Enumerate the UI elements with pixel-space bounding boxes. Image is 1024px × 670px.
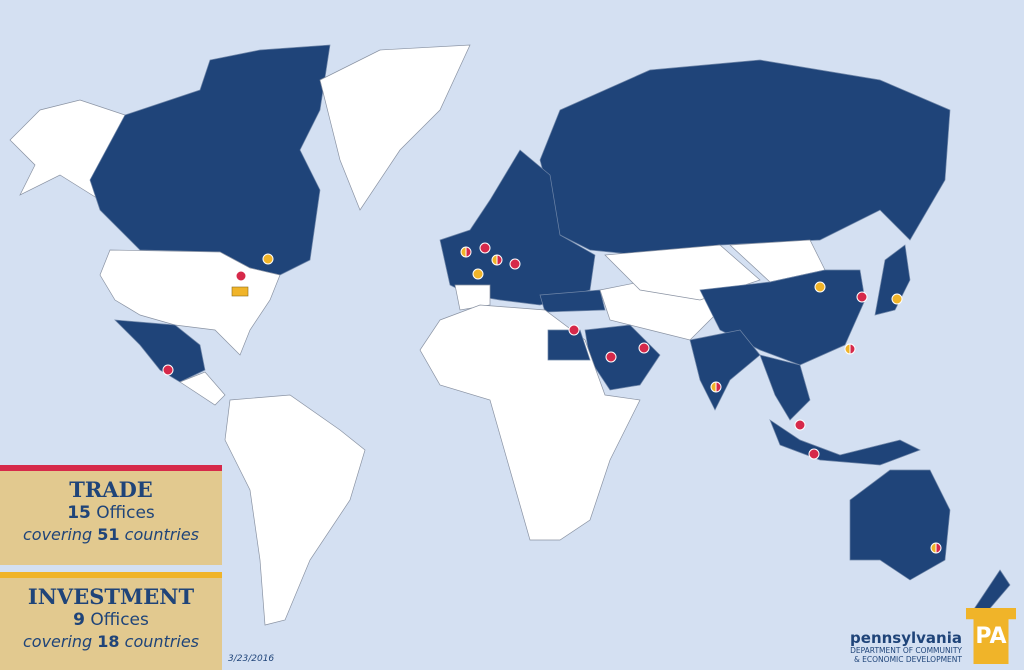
office-marker-investment — [891, 293, 903, 305]
country-turkey — [539, 289, 606, 313]
countries-label: countries — [124, 525, 199, 544]
country-greenland — [319, 44, 471, 211]
office-marker-trade — [794, 419, 806, 431]
trade-color-bar — [0, 465, 222, 471]
map-date: 3/23/2016 — [228, 654, 275, 664]
offices-label: Offices — [90, 610, 149, 630]
investment-title: INVESTMENT — [27, 584, 195, 609]
investment-office-count: 9 — [73, 610, 85, 630]
pennsylvania-marker — [231, 286, 249, 297]
country-egypt — [547, 329, 591, 361]
legend-trade: TRADE 15 Offices covering 51 countries — [0, 465, 222, 565]
logo-dept-line2: & ECONOMIC DEVELOPMENT — [853, 655, 962, 664]
offices-label: Offices — [96, 503, 155, 523]
countries-label: countries — [124, 632, 199, 651]
office-marker-both — [844, 343, 856, 355]
covering-label: covering — [22, 632, 93, 651]
country-japan — [874, 244, 911, 316]
south-america — [224, 394, 366, 626]
office-marker-trade — [605, 351, 617, 363]
pa-dced-logo: pennsylvania DEPARTMENT OF COMMUNITY & E… — [850, 608, 1016, 664]
investment-country-count: 18 — [97, 632, 120, 651]
keystone-icon: PA — [966, 608, 1016, 664]
office-marker-trade — [808, 448, 820, 460]
office-marker-trade — [235, 270, 247, 282]
country-russia — [539, 59, 951, 256]
office-marker-both — [930, 542, 942, 554]
office-marker-trade — [162, 364, 174, 376]
country-spain — [454, 284, 491, 311]
investment-color-bar — [0, 572, 222, 578]
country-usa — [99, 249, 281, 356]
central-america — [179, 371, 226, 406]
southeast-asia — [759, 354, 811, 421]
legend-investment: INVESTMENT 9 Offices covering 18 countri… — [0, 572, 222, 670]
office-marker-both — [710, 381, 722, 393]
trade-office-count: 15 — [67, 503, 91, 523]
office-marker-trade — [509, 258, 521, 270]
country-australia — [849, 469, 951, 581]
africa — [419, 304, 641, 541]
country-india — [689, 329, 761, 411]
country-indonesia — [769, 419, 921, 466]
office-marker-trade — [638, 342, 650, 354]
office-marker-both — [460, 246, 472, 258]
office-marker-trade — [568, 324, 580, 336]
country-mexico — [114, 319, 206, 383]
office-marker-both — [491, 254, 503, 266]
office-marker-investment — [262, 253, 274, 265]
logo-dept-line1: DEPARTMENT OF COMMUNITY — [850, 646, 962, 655]
trade-title: TRADE — [69, 477, 153, 502]
office-marker-investment — [814, 281, 826, 293]
covering-label: covering — [22, 525, 93, 544]
office-marker-trade — [479, 242, 491, 254]
logo-name: pennsylvania — [850, 629, 962, 647]
country-canada — [89, 44, 331, 276]
trade-country-count: 51 — [97, 525, 120, 544]
office-marker-investment — [472, 268, 484, 280]
office-marker-trade — [856, 291, 868, 303]
